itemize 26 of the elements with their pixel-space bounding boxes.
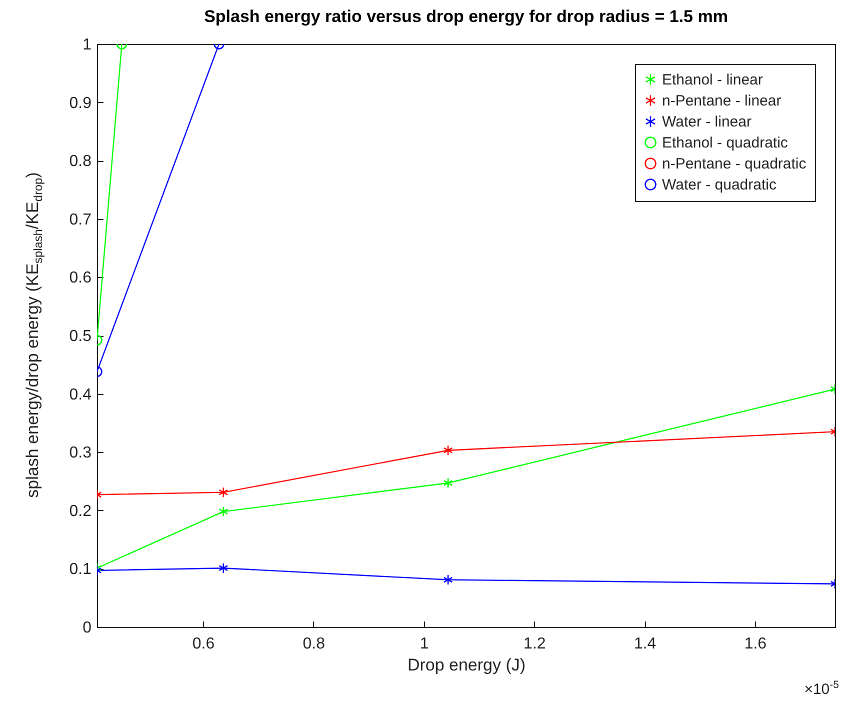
y-tick-label: 0.1: [69, 561, 92, 578]
legend-label: Water - quadratic: [662, 176, 777, 194]
x-tick-label: 0.8: [302, 636, 326, 652]
y-tick-label: 0.5: [69, 328, 92, 345]
legend-label: Ethanol - quadratic: [662, 134, 788, 152]
y-tick-label: 0.3: [69, 444, 92, 462]
legend-label: n-Pentane - linear: [662, 92, 782, 110]
legend-label: Water - linear: [662, 114, 752, 130]
y-tick-label: 0.2: [69, 502, 92, 520]
y-tick-label: 0: [82, 620, 92, 636]
text: ×10$^{-5}$: [804, 679, 839, 698]
y-tick-label: 1: [82, 36, 92, 54]
x-tick-label: 1.6: [744, 636, 767, 652]
y-tick-label: 0.8: [69, 153, 92, 170]
x-tick-label: 1.2: [524, 636, 546, 652]
y-tick-label: 0.4: [69, 386, 92, 404]
x-tick-label: 0.6: [192, 636, 215, 652]
x-tick-label: 1: [420, 636, 429, 652]
legend-label: Ethanol - linear: [662, 72, 763, 88]
y-tick-label: 0.6: [69, 270, 92, 287]
y-tick-label: 0.7: [69, 211, 92, 228]
x-tick-label: 1.4: [634, 636, 656, 652]
legend-label: n-Pentane - quadratic: [662, 156, 807, 172]
y-tick-label: 0.9: [69, 94, 92, 112]
x-axis-title: Drop energy (J): [407, 656, 526, 674]
chart-title: Splash energy ratio versus drop energy for drop radius = 1.5 mm: [204, 7, 728, 26]
